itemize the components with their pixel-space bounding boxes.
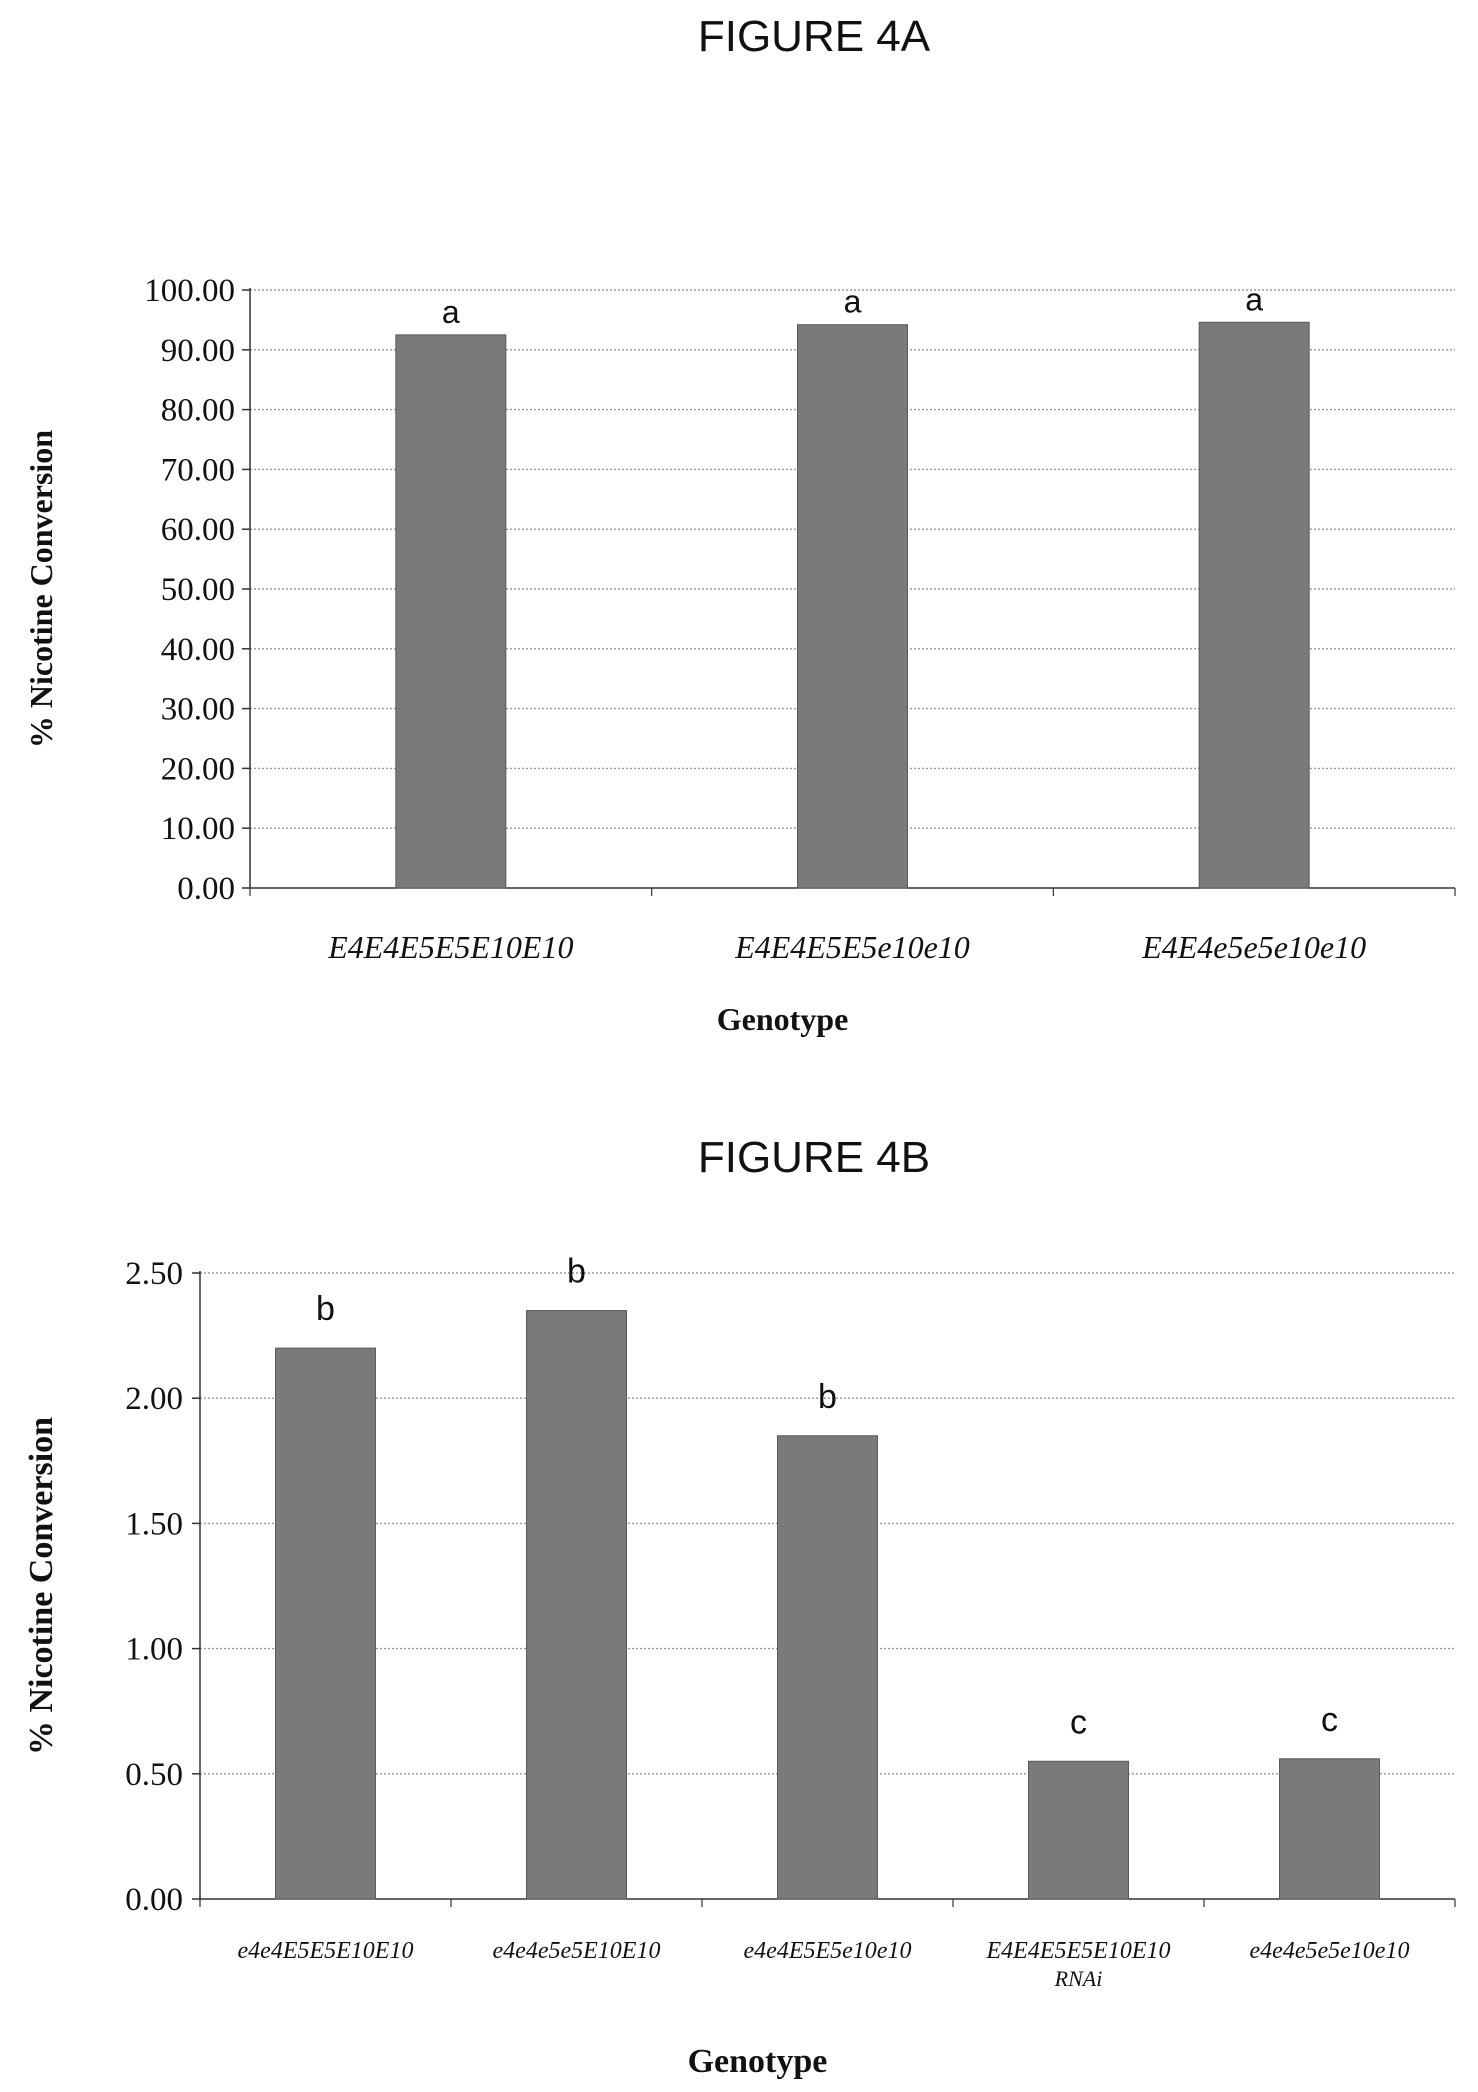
y-tick-label: 1.00 <box>125 1632 183 1668</box>
y-tick-label: 10.00 <box>161 811 235 847</box>
x-category-label: RNAi <box>1054 1966 1103 1991</box>
chart-4a: 0.00 10.00 20.00 30.00 40.00 50.00 60.00 70.00 8… <box>23 273 1456 1037</box>
significance-label: b <box>567 1253 586 1291</box>
x-category-label: e4e4e5e5e10e10 <box>1250 1938 1410 1964</box>
bar <box>797 324 908 889</box>
bar <box>1198 321 1310 889</box>
y-tick-label: 2.00 <box>125 1381 183 1417</box>
y-tick-label: 100.00 <box>144 273 235 309</box>
y-tick-label: 20.00 <box>161 751 235 787</box>
x-category-label: e4e4e5e5E10E10 <box>493 1938 661 1964</box>
x-category-label: E4E4e5e5e10e10 <box>1141 929 1366 965</box>
significance-label: a <box>844 284 862 320</box>
bar <box>777 1435 878 1900</box>
x-axis-title: Genotype <box>688 2043 828 2080</box>
x-category-label: e4e4E5E5e10e10 <box>744 1938 912 1964</box>
bar <box>1279 1758 1380 1900</box>
y-tick-label: 50.00 <box>161 572 235 608</box>
bar <box>526 1310 627 1900</box>
y-axis-title: % Nicotine Conversion <box>23 1417 60 1755</box>
y-tick-label: 90.00 <box>161 333 235 369</box>
y-axis-title: % Nicotine Conversion <box>23 430 59 748</box>
figure-4b-title: FIGURE 4B <box>697 1133 931 1182</box>
figure-4a-title: FIGURE 4A <box>697 12 931 61</box>
chart-4b: 0.00 0.50 1.00 1.50 2.00 2.50 b e4e4E5E5E10E10 b… <box>23 1253 1456 2080</box>
y-tick-label: 60.00 <box>161 512 235 548</box>
significance-label: c <box>1321 1701 1338 1739</box>
significance-label: b <box>818 1378 837 1416</box>
x-category-label: E4E4E5E5E10E10 <box>327 929 573 965</box>
bar <box>275 1347 376 1900</box>
significance-label: b <box>316 1290 335 1328</box>
y-tick-label: 80.00 <box>161 393 235 429</box>
x-category-label: e4e4E5E5E10E10 <box>238 1938 414 1964</box>
x-category-label: E4E4E5E5e10e10 <box>734 929 970 965</box>
significance-label: a <box>442 294 460 330</box>
bar <box>1028 1760 1129 1900</box>
y-tick-label: 30.00 <box>161 692 235 728</box>
y-tick-label: 40.00 <box>161 632 235 668</box>
y-tick-label: 70.00 <box>161 452 235 488</box>
x-category-label: E4E4E5E5E10E10 <box>986 1938 1171 1964</box>
x-axis-title: Genotype <box>717 1001 849 1037</box>
y-tick-label: 0.50 <box>125 1757 183 1793</box>
significance-label: c <box>1070 1703 1087 1741</box>
y-tick-label: 0.00 <box>177 871 235 907</box>
bar <box>395 334 507 889</box>
significance-label: a <box>1245 281 1263 317</box>
y-tick-label: 0.00 <box>125 1882 183 1918</box>
y-tick-label: 1.50 <box>125 1506 183 1542</box>
y-tick-label: 2.50 <box>125 1256 183 1292</box>
